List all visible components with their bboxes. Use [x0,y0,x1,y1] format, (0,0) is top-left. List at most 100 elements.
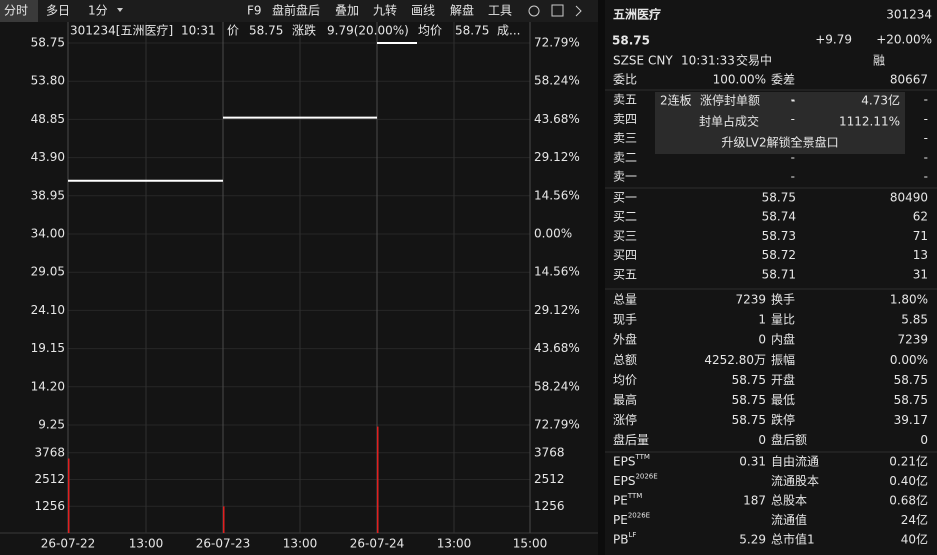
tab[interactable]: 多日 [46,4,70,18]
stat-label: 现手 [613,313,637,327]
y-tick-label: 53.80 [31,74,65,88]
fin-value: 0.31 [739,455,766,469]
upgrade-link[interactable]: 升级LV2解锁全景盘口 [721,135,838,150]
vol-tick-label: 1256 [34,499,65,513]
book-label: 卖五 [613,93,637,107]
chart-info: 价 [227,24,239,38]
book-price: - [791,93,795,107]
y-tick-label: 29.05 [31,265,65,279]
chart-info: 301234[五洲医疗] [70,24,173,38]
tool-button[interactable]: 解盘 [450,3,474,18]
book-label: 买二 [613,210,637,224]
fin-value: 187 [743,494,766,508]
stat-label: 最高 [613,392,637,407]
stat-label: 最低 [771,393,795,407]
book-volume: - [924,150,928,164]
window-icon[interactable] [551,4,564,17]
stat-value: 1 [758,313,766,327]
stat-label: 盘后量 [613,432,649,447]
fin-label: 总股本 [771,494,807,508]
book-price: 58.71 [762,267,796,281]
pct-tick-label: 58.24% [534,74,580,88]
stat-value: 58.75 [732,393,766,407]
stat-value: 0 [758,433,766,447]
market-info: 10:31:33 [681,54,735,68]
stat-value: 58.75 [732,373,766,387]
vol-tick-label: 1256 [534,499,565,513]
book-label: 卖一 [613,170,637,184]
vol-tick-label: 3768 [534,445,565,459]
toolbar [0,0,598,22]
row-value: 100.00% [713,73,766,87]
vol-tick-label: 2512 [34,472,65,486]
book-label: 买一 [613,191,637,205]
fin-label: 流通值 [771,512,807,527]
margin-tag: 融 [873,54,885,68]
book-volume: 31 [913,267,928,281]
fin-label-sup: LF [628,531,636,539]
stat-value: 58.75 [894,393,928,407]
overlay-text: 2连板 [660,93,692,108]
book-volume: - [924,93,928,107]
stat-label: 跌停 [771,412,795,427]
tool-button[interactable]: F9 [247,4,262,18]
stock-code: 301234 [886,8,932,22]
fin-label-sup: TTM [634,453,649,461]
tool-button[interactable]: 叠加 [335,4,359,18]
book-price: 58.73 [762,229,796,243]
volume-bar [377,426,379,533]
stat-label: 量比 [771,313,795,327]
pct-tick-label: 72.79% [534,418,580,432]
tab[interactable]: 1分 [88,4,108,18]
pct-tick-label: 14.56% [534,265,580,279]
book-price: - [791,112,795,126]
x-tick-label: 26-07-23 [196,537,250,551]
pct-tick-label: 43.68% [534,341,580,355]
stat-label: 均价 [613,373,637,387]
market-info: CNY [648,54,673,68]
stat-value: 0 [758,333,766,347]
dropdown-icon[interactable] [117,8,123,12]
y-tick-label: 58.75 [31,36,65,50]
book-label: 买四 [613,248,637,262]
stat-value: 39.17 [894,413,928,427]
book-volume: 13 [913,248,928,262]
vol-tick-label: 3768 [34,445,65,459]
pct-tick-label: 72.79% [534,36,580,50]
tool-button[interactable]: 工具 [488,4,512,18]
stat-value: 58.75 [894,373,928,387]
pct-tick-label: 29.12% [534,150,580,164]
fin-value: 0.21亿 [889,454,928,469]
volume-bar [223,506,225,533]
fin-label: 总市值1 [771,532,815,547]
x-tick-label: 15:00 [513,537,548,551]
stat-label: 总量 [613,293,637,307]
arrow-icon[interactable] [575,5,582,17]
market-info: SZSE [613,54,644,68]
tool-button[interactable]: 画线 [411,4,435,18]
book-volume: 71 [913,229,928,243]
book-label: 卖三 [613,131,637,145]
stat-value: 58.75 [732,413,766,427]
gear-icon[interactable] [528,5,540,17]
stat-value: 1.80% [890,293,928,307]
y-tick-label: 19.15 [31,341,65,355]
pct-tick-label: 14.56% [534,188,580,202]
book-label: 卖四 [613,112,637,126]
stat-label: 总额 [613,353,637,367]
y-tick-label: 34.00 [31,227,65,241]
y-tick-label: 14.20 [31,379,65,393]
tab[interactable]: 分时 [4,4,28,18]
divider [598,0,605,555]
fin-value: 40亿 [901,532,928,547]
row-label: 委比 [613,73,637,87]
pct-tick-label: 29.12% [534,303,580,317]
chart-info: 成... [497,24,520,38]
x-tick-label: 26-07-24 [350,537,404,551]
tool-button[interactable]: 盘前盘后 [272,3,320,18]
row-value: 80667 [890,73,928,87]
stat-value: 5.85 [901,313,928,327]
tool-button[interactable]: 九转 [373,3,397,18]
book-volume: - [924,170,928,184]
